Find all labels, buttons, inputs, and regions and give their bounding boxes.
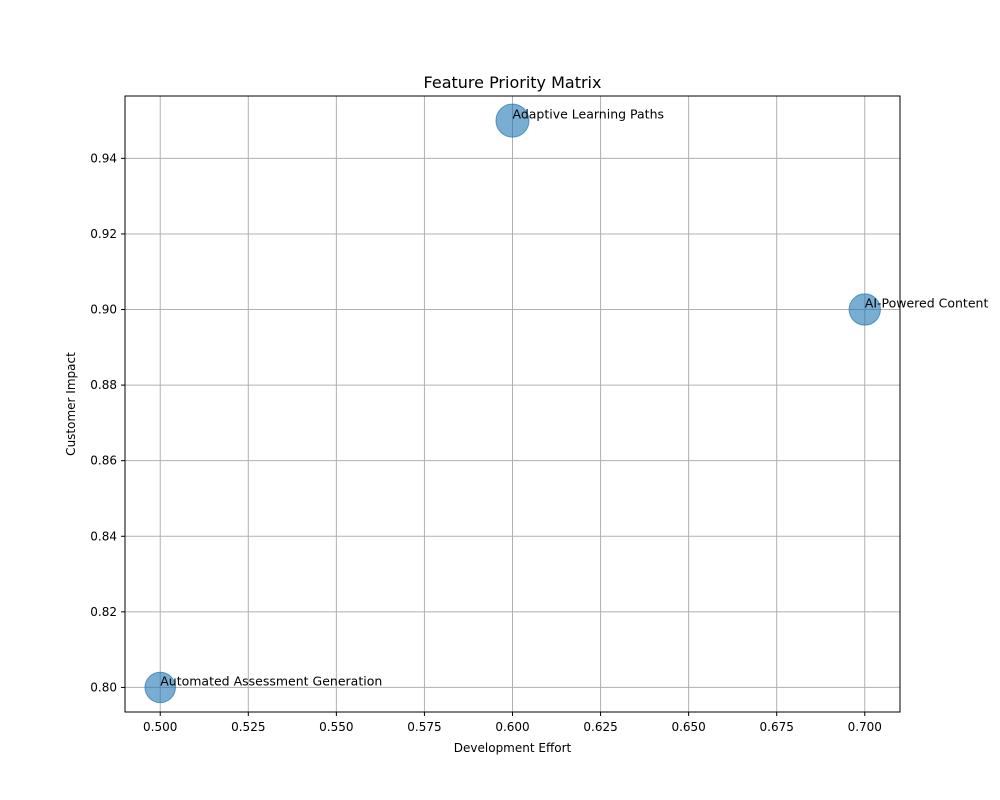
- point-label: Adaptive Learning Paths: [513, 107, 665, 122]
- x-tick-label: 0.575: [407, 720, 441, 734]
- x-tick-label: 0.525: [231, 720, 265, 734]
- chart-title: Feature Priority Matrix: [424, 73, 602, 92]
- x-tick-label: 0.675: [760, 720, 794, 734]
- data-point: [848, 293, 881, 326]
- y-tick-label: 0.90: [90, 303, 117, 317]
- grid: [125, 96, 900, 712]
- y-tick-label: 0.86: [90, 454, 117, 468]
- point-label: Automated Assessment Generation: [160, 673, 382, 688]
- y-tick-label: 0.82: [90, 605, 117, 619]
- x-tick-label: 0.700: [848, 720, 882, 734]
- y-axis-title: Customer Impact: [64, 352, 78, 456]
- x-tick-label: 0.500: [143, 720, 177, 734]
- y-axis-ticks: 0.80 0.82 0.84 0.86 0.88 0.90 0.92 0.94: [90, 151, 125, 694]
- x-tick-label: 0.650: [671, 720, 705, 734]
- point-labels: AI-Powered Content Adaptive Learning Path…: [160, 107, 988, 689]
- x-tick-label: 0.625: [583, 720, 617, 734]
- data-points: [144, 103, 881, 704]
- y-tick-label: 0.88: [90, 378, 117, 392]
- point-label: AI-Powered Content: [865, 296, 989, 311]
- x-tick-label: 0.550: [319, 720, 353, 734]
- data-point: [495, 103, 530, 138]
- y-tick-label: 0.84: [90, 529, 117, 543]
- y-tick-label: 0.94: [90, 151, 117, 165]
- data-point: [144, 671, 176, 704]
- x-tick-label: 0.600: [495, 720, 529, 734]
- x-axis-ticks: 0.500 0.525 0.550 0.575 0.600 0.625 0.650 0.675…: [143, 712, 882, 734]
- y-tick-label: 0.80: [90, 680, 117, 694]
- x-axis-title: Development Effort: [454, 741, 572, 755]
- y-tick-label: 0.92: [90, 227, 117, 241]
